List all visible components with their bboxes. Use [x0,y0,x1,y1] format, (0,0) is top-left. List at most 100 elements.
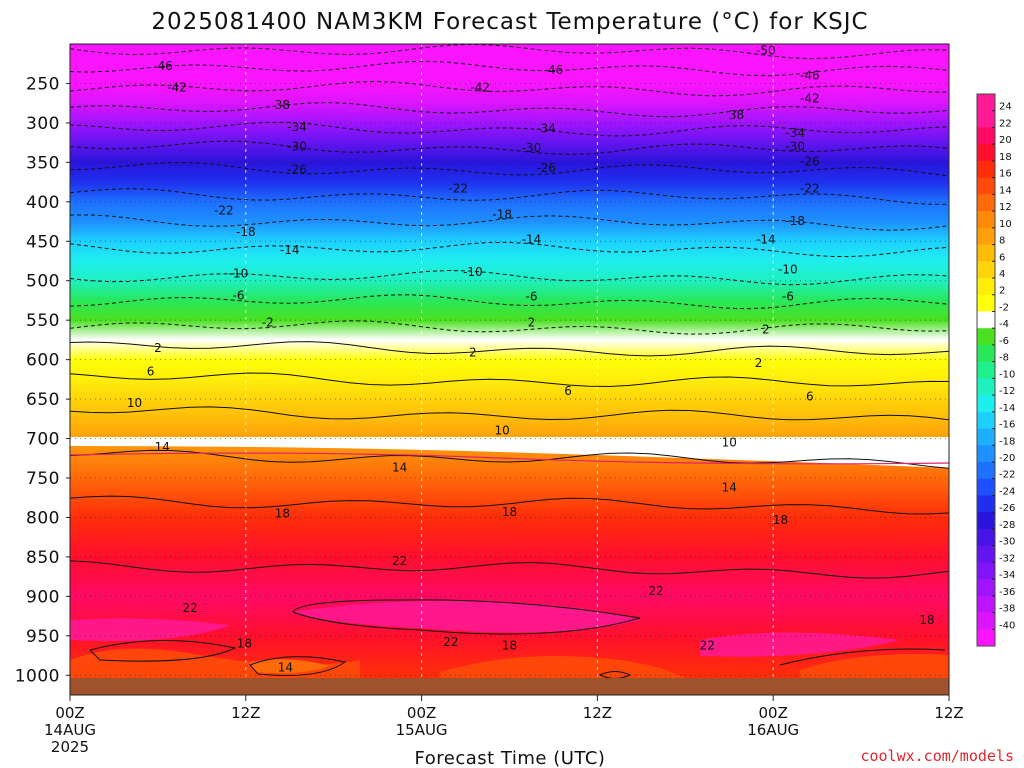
colorbar-label: 6 [999,252,1005,263]
isotherm-line [70,294,949,310]
colorbar-swatch [977,528,995,547]
isotherm-line [70,560,949,579]
isotherm-line [70,449,949,469]
colorbar-label: -28 [999,520,1015,531]
colorbar-label: -30 [999,537,1015,548]
x-tick-time: 00Z [55,704,84,722]
contour-label: 2 [755,356,763,370]
colorbar-swatch [977,629,995,647]
contour-label: -10 [463,265,483,279]
colorbar-swatch [977,344,995,363]
colorbar-label: -4 [999,319,1009,330]
contour-label: -14 [756,233,776,247]
colorbar-swatch [977,328,995,346]
contour-label: 18 [773,513,788,527]
colorbar-label: -34 [999,570,1015,581]
colorbar-label: -18 [999,436,1015,447]
colorbar-swatch [977,194,995,212]
contour-label: 22 [648,584,663,598]
contour-label: -34 [287,120,307,134]
contour-label: -30 [287,140,307,154]
contour-label: -42 [167,80,187,94]
contour-label: 6 [147,364,155,378]
hot-region-right [700,632,900,657]
colorbar-label: 14 [999,185,1012,196]
contour-label: 2 [154,341,162,355]
contour-label: -10 [229,267,249,281]
isotherm-line [70,214,949,231]
isotherm-line [70,495,949,515]
colorbar-swatch [977,595,995,614]
contour-label: 14 [155,440,170,454]
colorbar-label: -38 [999,604,1015,615]
contour-label: 10 [495,424,510,438]
y-axis-ticks: 250 300 350 400 450 500 550 600 650 700 750 800 850 9… [15,74,70,686]
colorbar-label: -26 [999,503,1015,514]
colorbar-swatch [977,177,995,195]
colorbar-label: -36 [999,587,1015,598]
colorbar-swatch [977,311,995,329]
contour-label: 22 [700,638,715,652]
y-tick-label: 650 [26,390,60,410]
colorbar-legend: 24 22 20 18 16 14 12 10 8 6 4 2 -2 -4 -6 -8 -10 -12 -14 -16… [976,93,1015,647]
colorbar-label: 16 [999,169,1012,180]
contour-label: -6 [782,290,794,304]
contour-label: 18 [502,505,517,519]
contour-label: 38 [275,98,290,112]
plot-frame [69,43,950,696]
colorbar-swatch [977,278,995,296]
x-tick-date: 16AUG [747,721,799,739]
contour-label: -18 [785,214,805,228]
isotherm-closed [249,656,347,676]
contour-label: -14 [522,233,542,247]
colorbar-swatch [977,579,995,597]
contour-label: 46 [158,59,173,73]
contour-label: -6 [232,289,244,303]
contour-label: -46 [544,63,564,77]
colorbar-label: -16 [999,420,1015,431]
isotherm-line [70,372,949,388]
x-tick-year: 2025 [51,738,89,756]
y-tick-label: 700 [26,430,60,450]
colorbar-label: -12 [999,386,1015,397]
colorbar-label: -24 [999,486,1015,497]
contour-label: 14 [278,660,293,674]
y-tick-label: 1000 [15,666,60,686]
contour-label: 18 [237,637,252,651]
hot-region-upper [292,600,640,633]
colorbar-swatch [977,227,995,246]
isotherm-closed [598,671,632,679]
contour-label: 22 [443,635,458,649]
y-tick-label: 450 [26,232,60,252]
colorbar-swatch [977,478,995,496]
colorbar-label: -20 [999,453,1015,464]
contour-label: 18 [275,507,290,521]
y-tick-label: 350 [26,153,60,173]
contour-label: -42 [800,91,820,105]
colorbar-label: -10 [999,369,1015,380]
x-tick-time: 00Z [759,704,788,722]
contour-label: -14 [280,243,300,257]
contour-label: -50 [756,43,776,57]
contour-label: -30 [522,141,542,155]
contour-label: 18 [502,638,517,652]
ground-surface [70,678,949,695]
x-tick-date: 14AUG [44,721,96,739]
colorbar-label: -14 [999,403,1015,414]
contour-label: -26 [800,155,820,169]
contour-label: -10 [778,263,798,277]
contour-label: 2 [528,316,536,330]
colorbar-label: -32 [999,553,1015,564]
contour-label: -18 [492,207,512,221]
colorbar-swatch [977,612,995,630]
contour-label: -34 [785,126,805,140]
colorbar-swatch [977,462,995,480]
x-tick-date: 15AUG [396,721,448,739]
colorbar-swatch [977,261,995,279]
colorbar-label: 22 [999,118,1012,129]
isotherm-closed [292,599,641,635]
y-tick-label: 900 [26,587,60,607]
contour-label: -26 [287,162,307,176]
isotherm-line [70,188,949,205]
credit-link[interactable]: coolwx.com/models [860,747,1014,765]
